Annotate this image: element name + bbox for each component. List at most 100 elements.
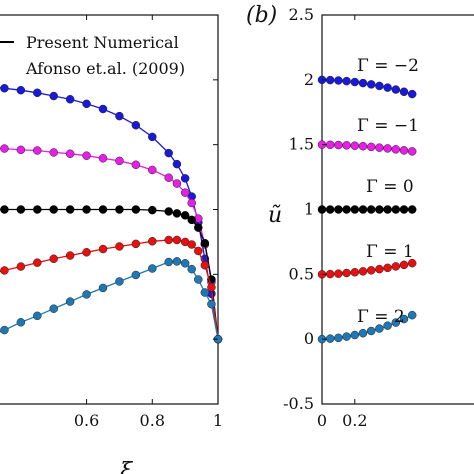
data-point (391, 205, 401, 214)
data-point (399, 314, 409, 324)
y-tick-label: 2 (304, 70, 314, 89)
data-point (16, 205, 26, 214)
data-point (148, 264, 157, 273)
data-point (358, 205, 368, 214)
data-point (131, 120, 141, 130)
x-tick-label: 0 (317, 411, 327, 430)
data-point (407, 258, 417, 268)
data-point (33, 88, 42, 98)
data-point (164, 173, 173, 182)
data-point (325, 75, 335, 85)
data-point (49, 205, 58, 214)
data-point (207, 299, 216, 309)
data-point (172, 179, 182, 188)
panel-a-ticks: 0.6 0.8 1 (74, 14, 223, 430)
data-point (98, 104, 108, 114)
data-point (325, 140, 335, 150)
data-point (391, 262, 401, 271)
panel-a: 0.6 0.8 1 Present Numerical Afonso et.al. … (0, 14, 223, 474)
data-point (49, 148, 58, 157)
data-point (391, 145, 401, 154)
panel-b-ticks: 0 0.2-0.500.511.522.5 (283, 5, 367, 430)
data-point (325, 205, 335, 214)
data-point (407, 310, 417, 320)
data-point (187, 264, 196, 274)
data-point (49, 254, 58, 264)
data-point (33, 258, 42, 267)
data-point (194, 275, 203, 284)
data-point (407, 147, 417, 156)
series-line (0, 208, 219, 340)
data-point (180, 174, 190, 183)
data-point (350, 141, 360, 150)
data-point (115, 156, 124, 166)
y-tick-label: 1 (304, 200, 314, 219)
legend-entry-numerical: Present Numerical (26, 33, 179, 52)
data-point (115, 277, 124, 286)
x-tick-label: 0.6 (74, 411, 99, 430)
annotation-gamma-2: Γ = 2 (357, 307, 405, 327)
data-point (148, 237, 157, 246)
data-point (358, 328, 368, 338)
data-point (342, 76, 351, 86)
data-point (82, 151, 91, 160)
data-point (375, 264, 384, 274)
data-point (350, 205, 360, 214)
panel-a-series (0, 84, 223, 344)
data-point (334, 76, 343, 85)
data-point (98, 205, 108, 214)
data-point (180, 211, 190, 220)
data-point (115, 205, 124, 214)
panel-b-label: (b) (246, 3, 277, 28)
data-point (33, 205, 42, 214)
data-point (164, 148, 173, 158)
data-point (164, 235, 173, 245)
data-point (0, 205, 9, 214)
data-point (325, 334, 335, 343)
data-point (82, 205, 91, 214)
data-point (0, 325, 9, 335)
data-point (207, 283, 216, 292)
data-point (383, 205, 392, 214)
data-point (131, 205, 141, 214)
panel-a-xlabel: ξ (120, 459, 134, 474)
y-tick-label: 0 (304, 329, 314, 348)
data-point (366, 205, 376, 214)
data-point (187, 240, 196, 249)
data-point (115, 111, 124, 121)
data-point (200, 238, 210, 248)
data-point (187, 198, 196, 208)
series-line (0, 260, 219, 340)
annotation-gamma-1: Γ = 1 (366, 242, 414, 262)
data-point (82, 290, 91, 299)
data-point (366, 142, 376, 152)
data-point (334, 205, 343, 214)
data-point (164, 257, 173, 267)
series-line (0, 239, 219, 340)
data-point (366, 266, 376, 275)
y-tick-label: 0.5 (289, 264, 314, 283)
data-point (358, 78, 368, 88)
data-point (98, 154, 108, 163)
panel-a-legend: Present Numerical Afonso et.al. (2009) (0, 33, 185, 78)
data-point (342, 268, 351, 278)
data-point (49, 91, 58, 101)
data-point (334, 269, 343, 278)
data-point (16, 145, 26, 155)
data-point (0, 84, 9, 93)
data-point (391, 318, 401, 327)
data-point (33, 146, 42, 155)
data-point (383, 263, 392, 273)
data-point (383, 321, 392, 330)
data-point (342, 205, 351, 214)
annotation-gamma-0: Γ = 0 (366, 177, 414, 197)
panel-b: 0 0.2-0.500.511.522.5 (b) ũ Γ = −2 Γ = −1… (246, 3, 474, 430)
data-point (383, 83, 392, 92)
data-point (131, 270, 141, 280)
data-point (82, 99, 91, 109)
data-point (98, 283, 108, 293)
data-point (16, 85, 26, 95)
data-point (194, 246, 203, 256)
data-point (148, 165, 157, 175)
